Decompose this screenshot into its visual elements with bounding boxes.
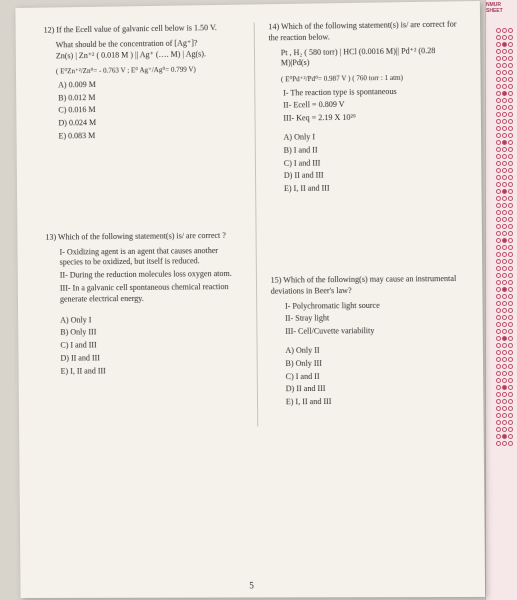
q15-number: 15) [271,276,282,285]
q12-equation: Zn(s) | Zn⁺² ( 0.018 M ) || Ag⁺ (…. M) |… [44,48,240,62]
q12-option-c: C) 0.016 M [58,104,240,117]
question-15: 15) Which of the following(s) may cause … [271,274,470,409]
q12-number: 12) [44,25,55,34]
q13-option-c: C) I and III [60,339,242,351]
q13-option-d: D) II and III [60,352,242,364]
q12-option-d: D) 0.024 M [58,116,240,129]
q15-stmt-i: I- Polychromatic light source [285,300,468,312]
q14-number: 14) [268,22,279,31]
q13-stmt-ii: II- During the reduction molecules loss … [60,269,242,282]
right-column: 14) Which of the following statement(s) … [268,19,469,426]
q15-option-c: C) I and II [286,370,469,382]
q13-option-a: A) Only I [60,314,242,326]
question-12: 12) If the Ecell value of galvanic cell … [44,23,241,143]
q14-equation: Pt , H₂ ( 580 torr) | HCl (0.0016 M)|| P… [269,45,467,70]
q12-option-e: E) 0.083 M [59,129,241,142]
q13-option-b: B) Only III [60,327,242,339]
q13-number: 13) [45,232,56,241]
q15-stmt-iii: III- Cell/Cuvette variability [285,326,468,338]
q12-option-a: A) 0.009 M [58,78,240,91]
scantron-bubbles [489,28,513,448]
scantron-header: NMUR SHEET [486,2,515,14]
question-13: 13) Which of the following statement(s) … [45,231,242,378]
q14-option-c: C) I and III [284,156,467,169]
exam-page: 12) If the Ecell value of galvanic cell … [15,1,485,598]
left-column: 12) If the Ecell value of galvanic cell … [44,23,243,428]
q12-potentials: ( E⁰Zn⁺²/Zn⁰= - 0.763 V ; E⁰ Ag⁺/Ag⁰= 0.… [44,65,240,77]
question-14: 14) Which of the following statement(s) … [268,19,467,195]
q14-stmt-ii: II- Ecell = 0.809 V [283,99,466,112]
q14-stem: Which of the following statement(s) is/ … [268,20,456,43]
q14-option-b: B) I and II [284,143,467,156]
q15-option-d: D) II and III [286,383,469,395]
q13-option-e: E) I, II and III [61,365,243,377]
scantron-sheet: NMUR SHEET [485,0,517,600]
q15-option-e: E) I, II and III [286,396,469,408]
q14-stmt-i: I- The reaction type is spontaneous [283,86,466,99]
q14-potentials: ( E⁰Pd⁺²/Pd⁰= 0.987 V ) ( 760 torr : 1 a… [269,73,466,85]
page-number: 5 [249,579,254,591]
q13-stmt-i: I- Oxidizing agent is an agent that caus… [60,245,242,268]
q14-option-e: E) I, II and III [284,182,467,195]
q15-stmt-ii: II- Stray light [285,313,468,325]
column-divider [253,22,258,426]
q14-option-a: A) Only I [283,130,466,143]
q14-option-d: D) II and III [284,169,467,182]
q15-option-b: B) Only III [285,357,468,369]
q15-stem: Which of the following(s) may cause an i… [271,274,457,296]
q13-stmt-iii: III- In a galvanic cell spontaneous chem… [60,282,242,305]
q12-line1: If the Ecell value of galvanic cell belo… [56,23,217,34]
q15-option-a: A) Only II [285,344,468,356]
q13-stem: Which of the following statement(s) is/ … [58,231,226,242]
q12-option-b: B) 0.012 M [58,91,240,104]
q14-stmt-iii: III- Keq = 2.19 X 10²⁹ [283,111,466,124]
